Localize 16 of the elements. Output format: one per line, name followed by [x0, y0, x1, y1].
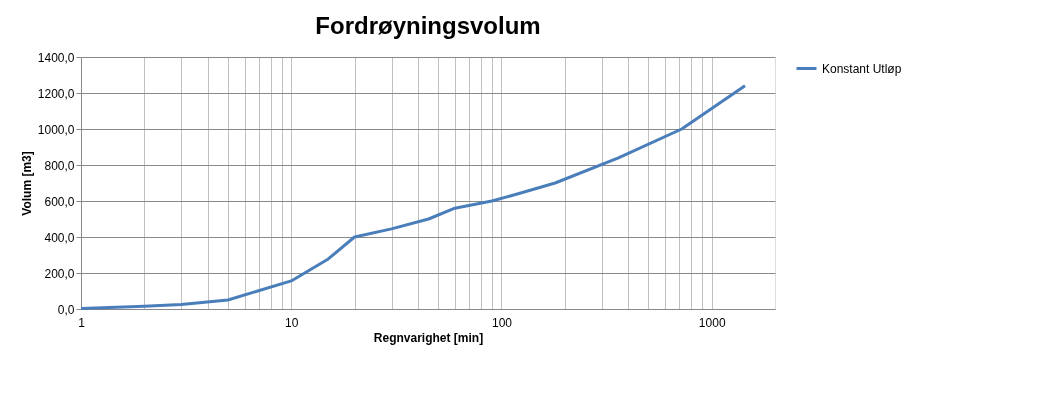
legend-label: Konstant Utløp	[822, 61, 902, 76]
y-tick-label: 200,0	[44, 266, 75, 281]
x-tick-label: 1000	[698, 315, 726, 330]
y-tick-label: 0,0	[57, 302, 75, 317]
x-axis-title: Regnvarighet [min]	[373, 330, 484, 345]
x-tick-label: 10	[285, 315, 299, 330]
y-tick-label: 400,0	[44, 230, 75, 245]
x-tick-label: 1	[78, 315, 86, 330]
y-tick-label: 600,0	[44, 194, 75, 209]
y-tick-label: 1000,0	[37, 122, 75, 137]
y-axis-title: Volum [m3]	[19, 151, 34, 216]
y-tick-label: 1400,0	[37, 50, 75, 65]
y-tick-label: 1200,0	[37, 86, 75, 101]
x-tick-label: 100	[491, 315, 513, 330]
y-tick-label: 800,0	[44, 158, 75, 173]
chart-title: Fordrøyningsvolum	[315, 12, 541, 39]
